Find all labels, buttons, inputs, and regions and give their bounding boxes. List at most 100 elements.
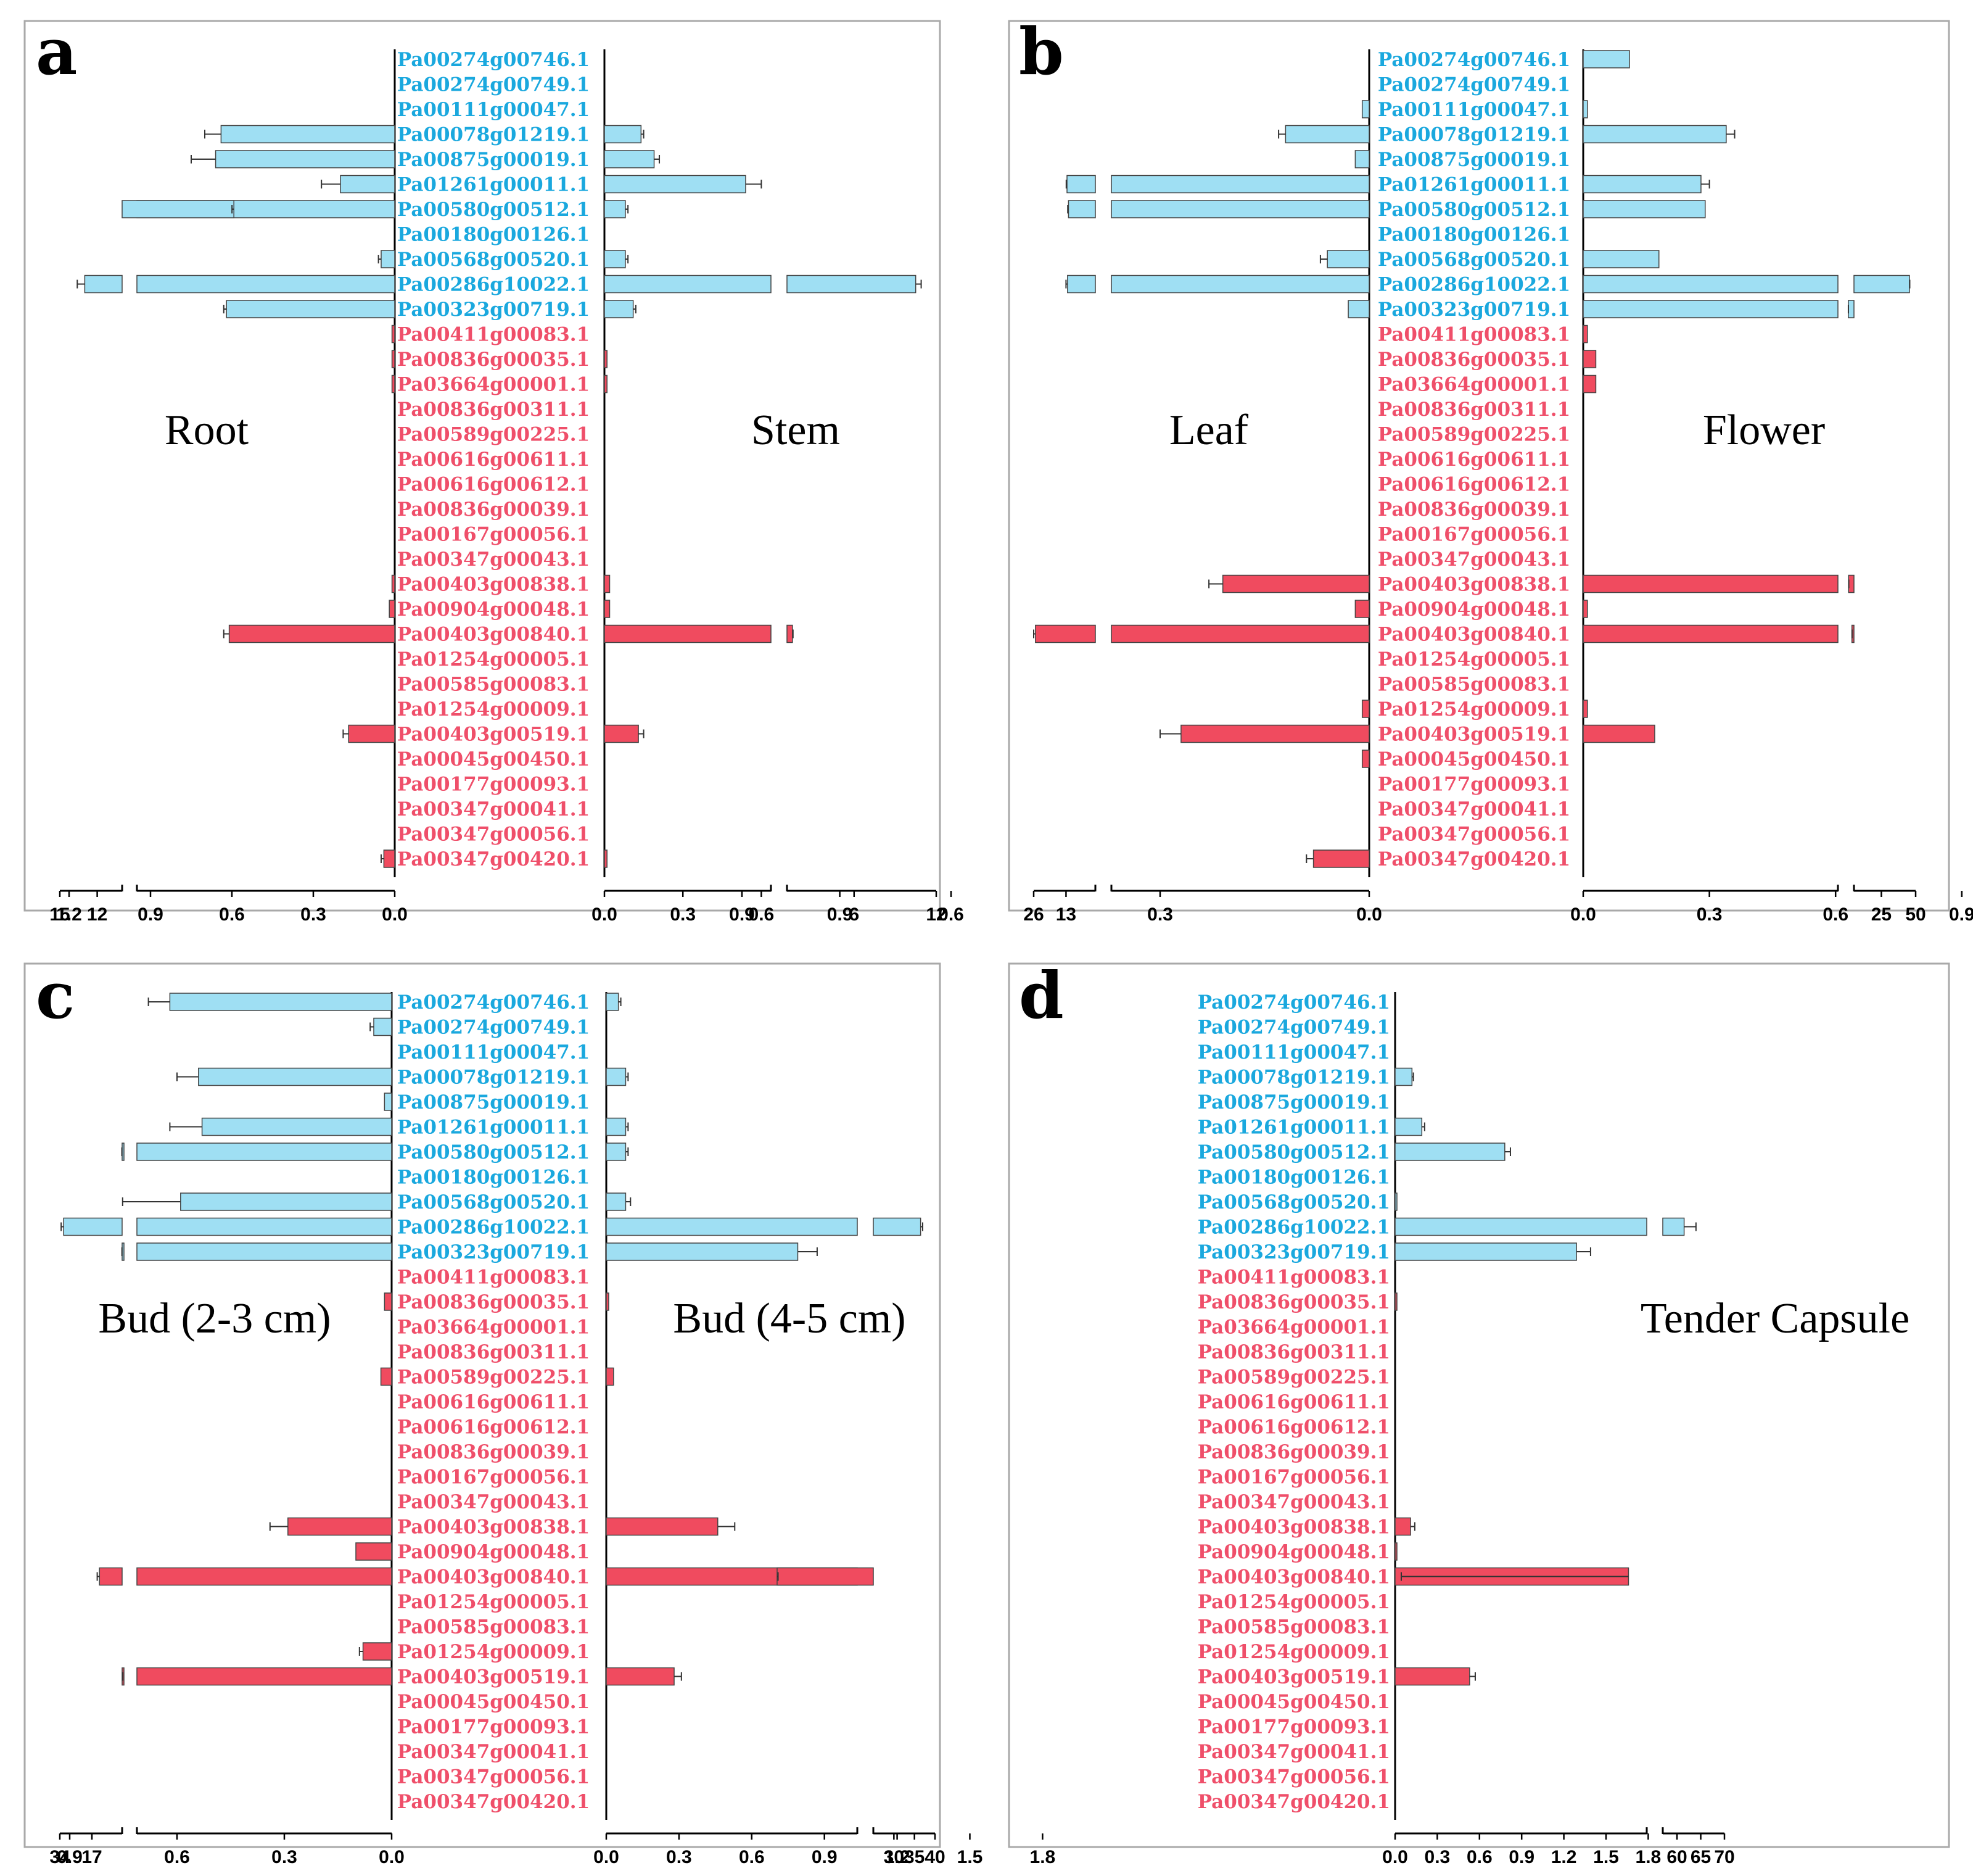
x-tick-label: 0.3: [666, 1847, 692, 1867]
gene-label: Pa00180g00126.1: [397, 1167, 590, 1189]
gene-label: Pa00403g00838.1: [397, 1516, 590, 1539]
gene-label: Pa00589g00225.1: [1378, 424, 1570, 446]
gene-label: Pa00347g00041.1: [1378, 798, 1570, 820]
gene-label: Pa01261g00011.1: [1198, 1117, 1390, 1139]
gene-label: Pa00286g10022.1: [397, 274, 590, 296]
bar-Pa01261g00011.1: [201, 1117, 392, 1136]
bar-Pa00323g00719.1: [1348, 300, 1370, 318]
panel-letter: d: [1019, 957, 1064, 1033]
bar-break-segment-Pa00580g00512.1: [122, 200, 234, 218]
x-tick-label: 1.5: [1593, 1847, 1619, 1867]
x-tick-label: 0.0: [593, 1847, 619, 1867]
gene-label: Pa00580g00512.1: [397, 199, 590, 221]
bar-Pa00286g10022.1: [1111, 275, 1370, 294]
x-tick-label: 12: [87, 904, 107, 925]
x-tick-label: 15: [49, 904, 70, 925]
gene-label: Pa00403g00840.1: [397, 624, 590, 646]
bar-break-segment-Pa00403g00838.1: [1848, 574, 1855, 593]
bar-Pa00403g00840.1: [1583, 624, 1839, 643]
gene-label: Pa01254g00005.1: [397, 648, 590, 671]
bar-Pa01261g00011.1: [1583, 175, 1702, 194]
gene-label: Pa00585g00083.1: [1198, 1616, 1390, 1638]
bar-Pa00323g00719.1: [604, 300, 634, 318]
x-tick-label: 0.9: [729, 904, 755, 925]
gene-label: Pa00836g00039.1: [397, 1441, 590, 1463]
gene-label: Pa00589g00225.1: [397, 1366, 590, 1389]
x-tick-label: 1.5: [957, 1847, 983, 1867]
bar-Pa00045g00450.1: [1361, 750, 1370, 768]
gene-label: Pa00347g00056.1: [397, 824, 590, 846]
gene-label: Pa00836g00039.1: [1198, 1441, 1390, 1463]
bar-Pa00403g00519.1: [1583, 724, 1655, 743]
bar-Pa00403g00838.1: [391, 574, 395, 593]
bar-Pa00403g00838.1: [1222, 574, 1370, 593]
bar-break-segment-Pa00286g10022.1: [1853, 275, 1910, 294]
gene-label: Pa00078g01219.1: [1378, 124, 1570, 146]
bar-Pa00580g00512.1: [606, 1143, 627, 1161]
gene-label: Pa00045g00450.1: [1198, 1691, 1390, 1713]
bar-Pa03664g00001.1: [391, 374, 395, 394]
bar-Pa00904g00048.1: [389, 600, 395, 618]
gene-label: Pa00875g00019.1: [1198, 1091, 1390, 1114]
x-tick-label: 30: [884, 1847, 904, 1867]
gene-label: Pa00616g00611.1: [397, 1391, 590, 1413]
bar-break-segment-Pa00323g00719.1: [1848, 300, 1855, 318]
gene-label: Pa01254g00009.1: [397, 1641, 590, 1663]
gene-label: Pa00274g00746.1: [397, 49, 590, 71]
gene-label: Pa00177g00093.1: [397, 1716, 590, 1738]
gene-label: Pa00180g00126.1: [397, 224, 590, 246]
x-tick-label: 0.6: [938, 904, 964, 925]
bar-Pa00403g00838.1: [287, 1517, 392, 1536]
bar-break-segment-Pa00286g10022.1: [84, 275, 123, 294]
bar-Pa00580g00512.1: [1583, 200, 1706, 218]
gene-label: Pa00274g00746.1: [1198, 991, 1390, 1014]
x-tick-label: 1.2: [1551, 1847, 1577, 1867]
gene-label: Pa00616g00611.1: [1378, 448, 1570, 471]
bar-Pa00589g00225.1: [606, 1367, 614, 1386]
bar-Pa00403g00838.1: [606, 1517, 719, 1536]
bar-break-segment-Pa00286g10022.1: [1067, 275, 1096, 294]
bar-Pa00403g00519.1: [606, 1667, 675, 1686]
x-tick-label: 0.3: [670, 904, 696, 925]
tissue-label-left: Leaf: [1169, 407, 1249, 454]
x-tick-label: 0.9: [57, 1847, 83, 1867]
panel-letter: a: [36, 14, 77, 89]
bar-Pa00568g00520.1: [604, 250, 626, 268]
bar-Pa00875g00019.1: [384, 1093, 392, 1111]
gene-label: Pa00568g00520.1: [397, 1191, 590, 1213]
bar-Pa00836g00035.1: [604, 350, 608, 368]
tissue-label-right: Tender Capsule: [1641, 1295, 1909, 1342]
bar-Pa00403g00840.1: [1111, 624, 1370, 643]
x-tick-label: 0.9: [1949, 904, 1973, 925]
gene-label: Pa03664g00001.1: [397, 1316, 590, 1339]
bar-break-segment-Pa00286g10022.1: [786, 275, 916, 294]
x-tick-label: 13: [1056, 904, 1076, 925]
gene-label: Pa00286g10022.1: [397, 1217, 590, 1239]
bar-Pa00580g00512.1: [604, 200, 626, 218]
gene-label: Pa00347g00043.1: [1378, 548, 1570, 571]
x-tick-label: 60: [1666, 1847, 1687, 1867]
x-tick-label: 35: [904, 1847, 925, 1867]
panel-b: b0.00.30.60.92613Leaf0.00.30.60.91.22550…: [729, 14, 1973, 925]
x-tick-label: 0.9: [138, 904, 163, 925]
bar-Pa00580g00512.1: [1394, 1143, 1505, 1161]
gene-label: Pa00274g00749.1: [1378, 74, 1570, 96]
bar-Pa00568g00520.1: [606, 1192, 627, 1211]
gene-label: Pa00347g00043.1: [1198, 1491, 1390, 1513]
bar-Pa01254g00009.1: [362, 1642, 392, 1661]
gene-label: Pa00904g00048.1: [1378, 598, 1570, 621]
x-tick-label: 1.8: [1636, 1847, 1662, 1867]
gene-label: Pa00347g00420.1: [397, 1791, 590, 1813]
gene-label: Pa00589g00225.1: [397, 424, 590, 446]
bar-Pa00403g00840.1: [228, 624, 395, 643]
panel-frame: [1008, 20, 1950, 912]
bar-Pa00323g00719.1: [226, 300, 395, 318]
gene-label: Pa00875g00019.1: [397, 1091, 590, 1114]
gene-label: Pa00167g00056.1: [397, 1466, 590, 1489]
gene-label: Pa01254g00009.1: [397, 698, 590, 721]
bar-Pa00403g00519.1: [1394, 1667, 1470, 1686]
bar-Pa00568g00520.1: [1394, 1192, 1398, 1211]
gene-label: Pa00836g00039.1: [1378, 498, 1570, 521]
